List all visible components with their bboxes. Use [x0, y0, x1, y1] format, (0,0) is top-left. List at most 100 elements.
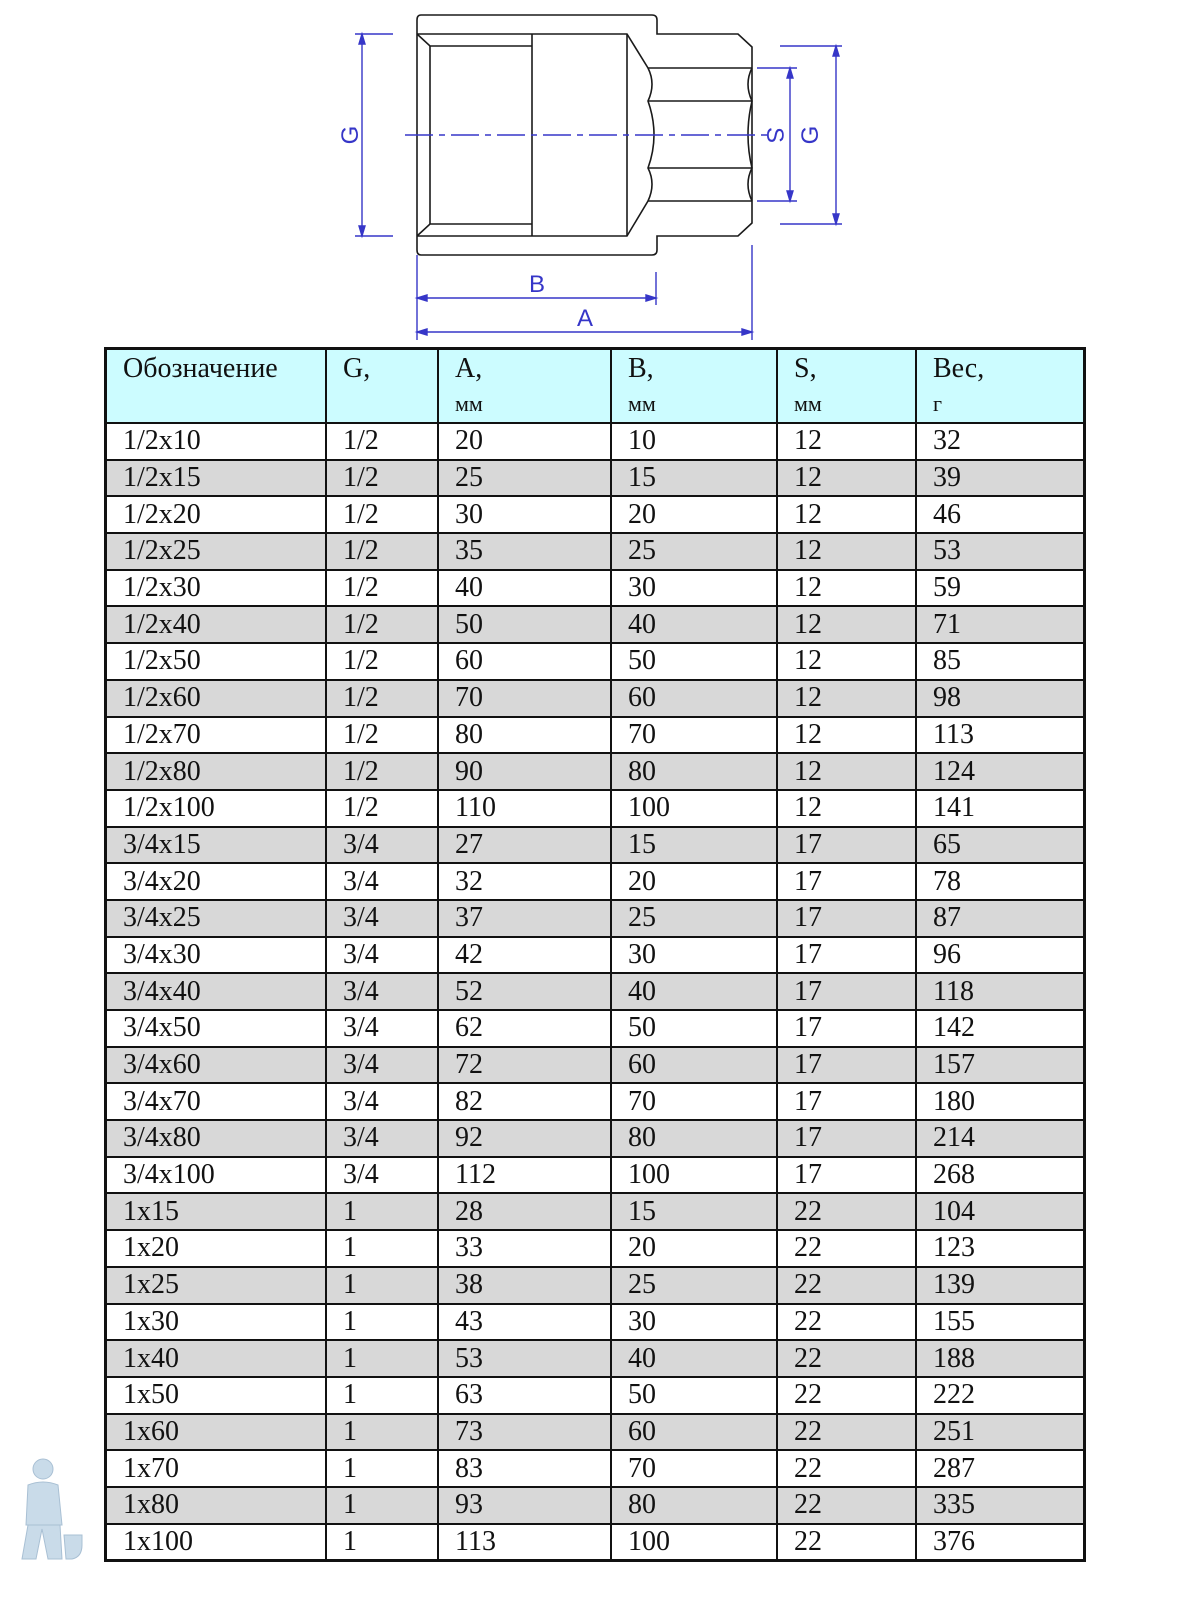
cell-s: 22 — [776, 1192, 917, 1232]
cell-a: 40 — [437, 568, 612, 608]
header-unit: г — [933, 391, 943, 416]
table-row: 1x15 1 28 15 22 104 — [104, 1192, 1086, 1232]
cell-g: 1/2 — [325, 605, 439, 645]
cell-designation: 1x40 — [104, 1339, 327, 1378]
cell-designation: 3/4x70 — [104, 1082, 327, 1122]
cell-s: 17 — [776, 1082, 917, 1122]
cell-b: 70 — [610, 1449, 778, 1488]
cell-g: 1 — [325, 1339, 439, 1378]
cell-weight: 268 — [915, 1155, 1086, 1195]
table-row: 3/4x40 3/4 52 40 17 118 — [104, 972, 1086, 1011]
table-row: 3/4x30 3/4 42 30 17 96 — [104, 935, 1086, 975]
header-label: S, — [794, 353, 817, 384]
cell-b: 50 — [610, 642, 778, 681]
table-row: 1/2x25 1/2 35 25 12 53 — [104, 532, 1086, 571]
cell-g: 1/2 — [325, 715, 439, 755]
cell-g: 3/4 — [325, 1155, 439, 1195]
cell-g: 1/2 — [325, 642, 439, 681]
table-row: 1x50 1 63 50 22 222 — [104, 1375, 1086, 1415]
cell-g: 1/2 — [325, 568, 439, 608]
header-unit: мм — [628, 391, 656, 416]
cell-g: 3/4 — [325, 898, 439, 938]
header-label: G, — [343, 353, 371, 384]
cell-s: 17 — [776, 862, 917, 901]
cell-b: 100 — [610, 788, 778, 828]
table-row: 1/2x60 1/2 70 60 12 98 — [104, 678, 1086, 718]
cell-s: 22 — [776, 1522, 917, 1562]
cell-g: 1 — [325, 1485, 439, 1525]
cell-b: 40 — [610, 972, 778, 1011]
cell-weight: 335 — [915, 1485, 1086, 1525]
cell-weight: 142 — [915, 1009, 1086, 1048]
cell-designation: 3/4x20 — [104, 862, 327, 901]
cell-g: 1 — [325, 1192, 439, 1232]
cell-weight: 96 — [915, 935, 1086, 975]
cell-g: 1 — [325, 1412, 439, 1452]
cell-weight: 123 — [915, 1229, 1086, 1268]
cell-weight: 39 — [915, 458, 1086, 498]
cell-a: 82 — [437, 1082, 612, 1122]
fitting-drawing: G S G B A — [337, 14, 842, 340]
cell-designation: 1x60 — [104, 1412, 327, 1452]
cell-g: 3/4 — [325, 825, 439, 865]
cell-designation: 3/4x100 — [104, 1155, 327, 1195]
cell-g: 1/2 — [325, 495, 439, 535]
cell-g: 1/2 — [325, 422, 439, 461]
dimension-label-g-left: G — [337, 126, 364, 145]
cell-s: 22 — [776, 1449, 917, 1488]
cell-weight: 113 — [915, 715, 1086, 755]
cell-a: 92 — [437, 1119, 612, 1158]
cell-weight: 155 — [915, 1302, 1086, 1342]
table-row: 3/4x50 3/4 62 50 17 142 — [104, 1009, 1086, 1048]
cell-a: 112 — [437, 1155, 612, 1195]
table-row: 1x20 1 33 20 22 123 — [104, 1229, 1086, 1268]
cell-s: 12 — [776, 495, 917, 535]
cell-b: 30 — [610, 1302, 778, 1342]
cell-b: 15 — [610, 1192, 778, 1232]
cell-designation: 1/2x10 — [104, 422, 327, 461]
table-row: 1/2x15 1/2 25 15 12 39 — [104, 458, 1086, 498]
header-unit: мм — [455, 391, 483, 416]
header-unit: мм — [794, 391, 822, 416]
cell-b: 25 — [610, 532, 778, 571]
cell-designation: 3/4x30 — [104, 935, 327, 975]
cell-s: 12 — [776, 642, 917, 681]
dimension-label-g-right: G — [797, 126, 824, 145]
cell-designation: 1/2x25 — [104, 532, 327, 571]
cell-weight: 124 — [915, 752, 1086, 791]
cell-designation: 1/2x50 — [104, 642, 327, 681]
cell-g: 3/4 — [325, 1009, 439, 1048]
cell-designation: 1/2x80 — [104, 752, 327, 791]
cell-a: 70 — [437, 678, 612, 718]
cell-s: 12 — [776, 715, 917, 755]
cell-s: 17 — [776, 972, 917, 1011]
cell-a: 50 — [437, 605, 612, 645]
cell-weight: 78 — [915, 862, 1086, 901]
cell-weight: 71 — [915, 605, 1086, 645]
cell-s: 17 — [776, 935, 917, 975]
cell-s: 22 — [776, 1485, 917, 1525]
cell-a: 110 — [437, 788, 612, 828]
cell-s: 22 — [776, 1229, 917, 1268]
header-label: B, — [628, 353, 654, 384]
table-row: 1x70 1 83 70 22 287 — [104, 1449, 1086, 1488]
cell-s: 12 — [776, 422, 917, 461]
header-designation: Обозначение — [104, 347, 327, 424]
cell-weight: 157 — [915, 1045, 1086, 1085]
cell-b: 60 — [610, 1412, 778, 1452]
cell-designation: 1x30 — [104, 1302, 327, 1342]
cell-a: 93 — [437, 1485, 612, 1525]
table-row: 1/2x10 1/2 20 10 12 32 — [104, 422, 1086, 461]
dimension-label-s: S — [761, 127, 788, 143]
cell-a: 20 — [437, 422, 612, 461]
cell-designation: 3/4x15 — [104, 825, 327, 865]
cell-weight: 59 — [915, 568, 1086, 608]
cell-g: 3/4 — [325, 862, 439, 901]
cell-s: 17 — [776, 825, 917, 865]
cell-b: 30 — [610, 568, 778, 608]
cell-weight: 287 — [915, 1449, 1086, 1488]
cell-a: 80 — [437, 715, 612, 755]
table-row: 1/2x50 1/2 60 50 12 85 — [104, 642, 1086, 681]
cell-s: 17 — [776, 1009, 917, 1048]
cell-s: 12 — [776, 568, 917, 608]
